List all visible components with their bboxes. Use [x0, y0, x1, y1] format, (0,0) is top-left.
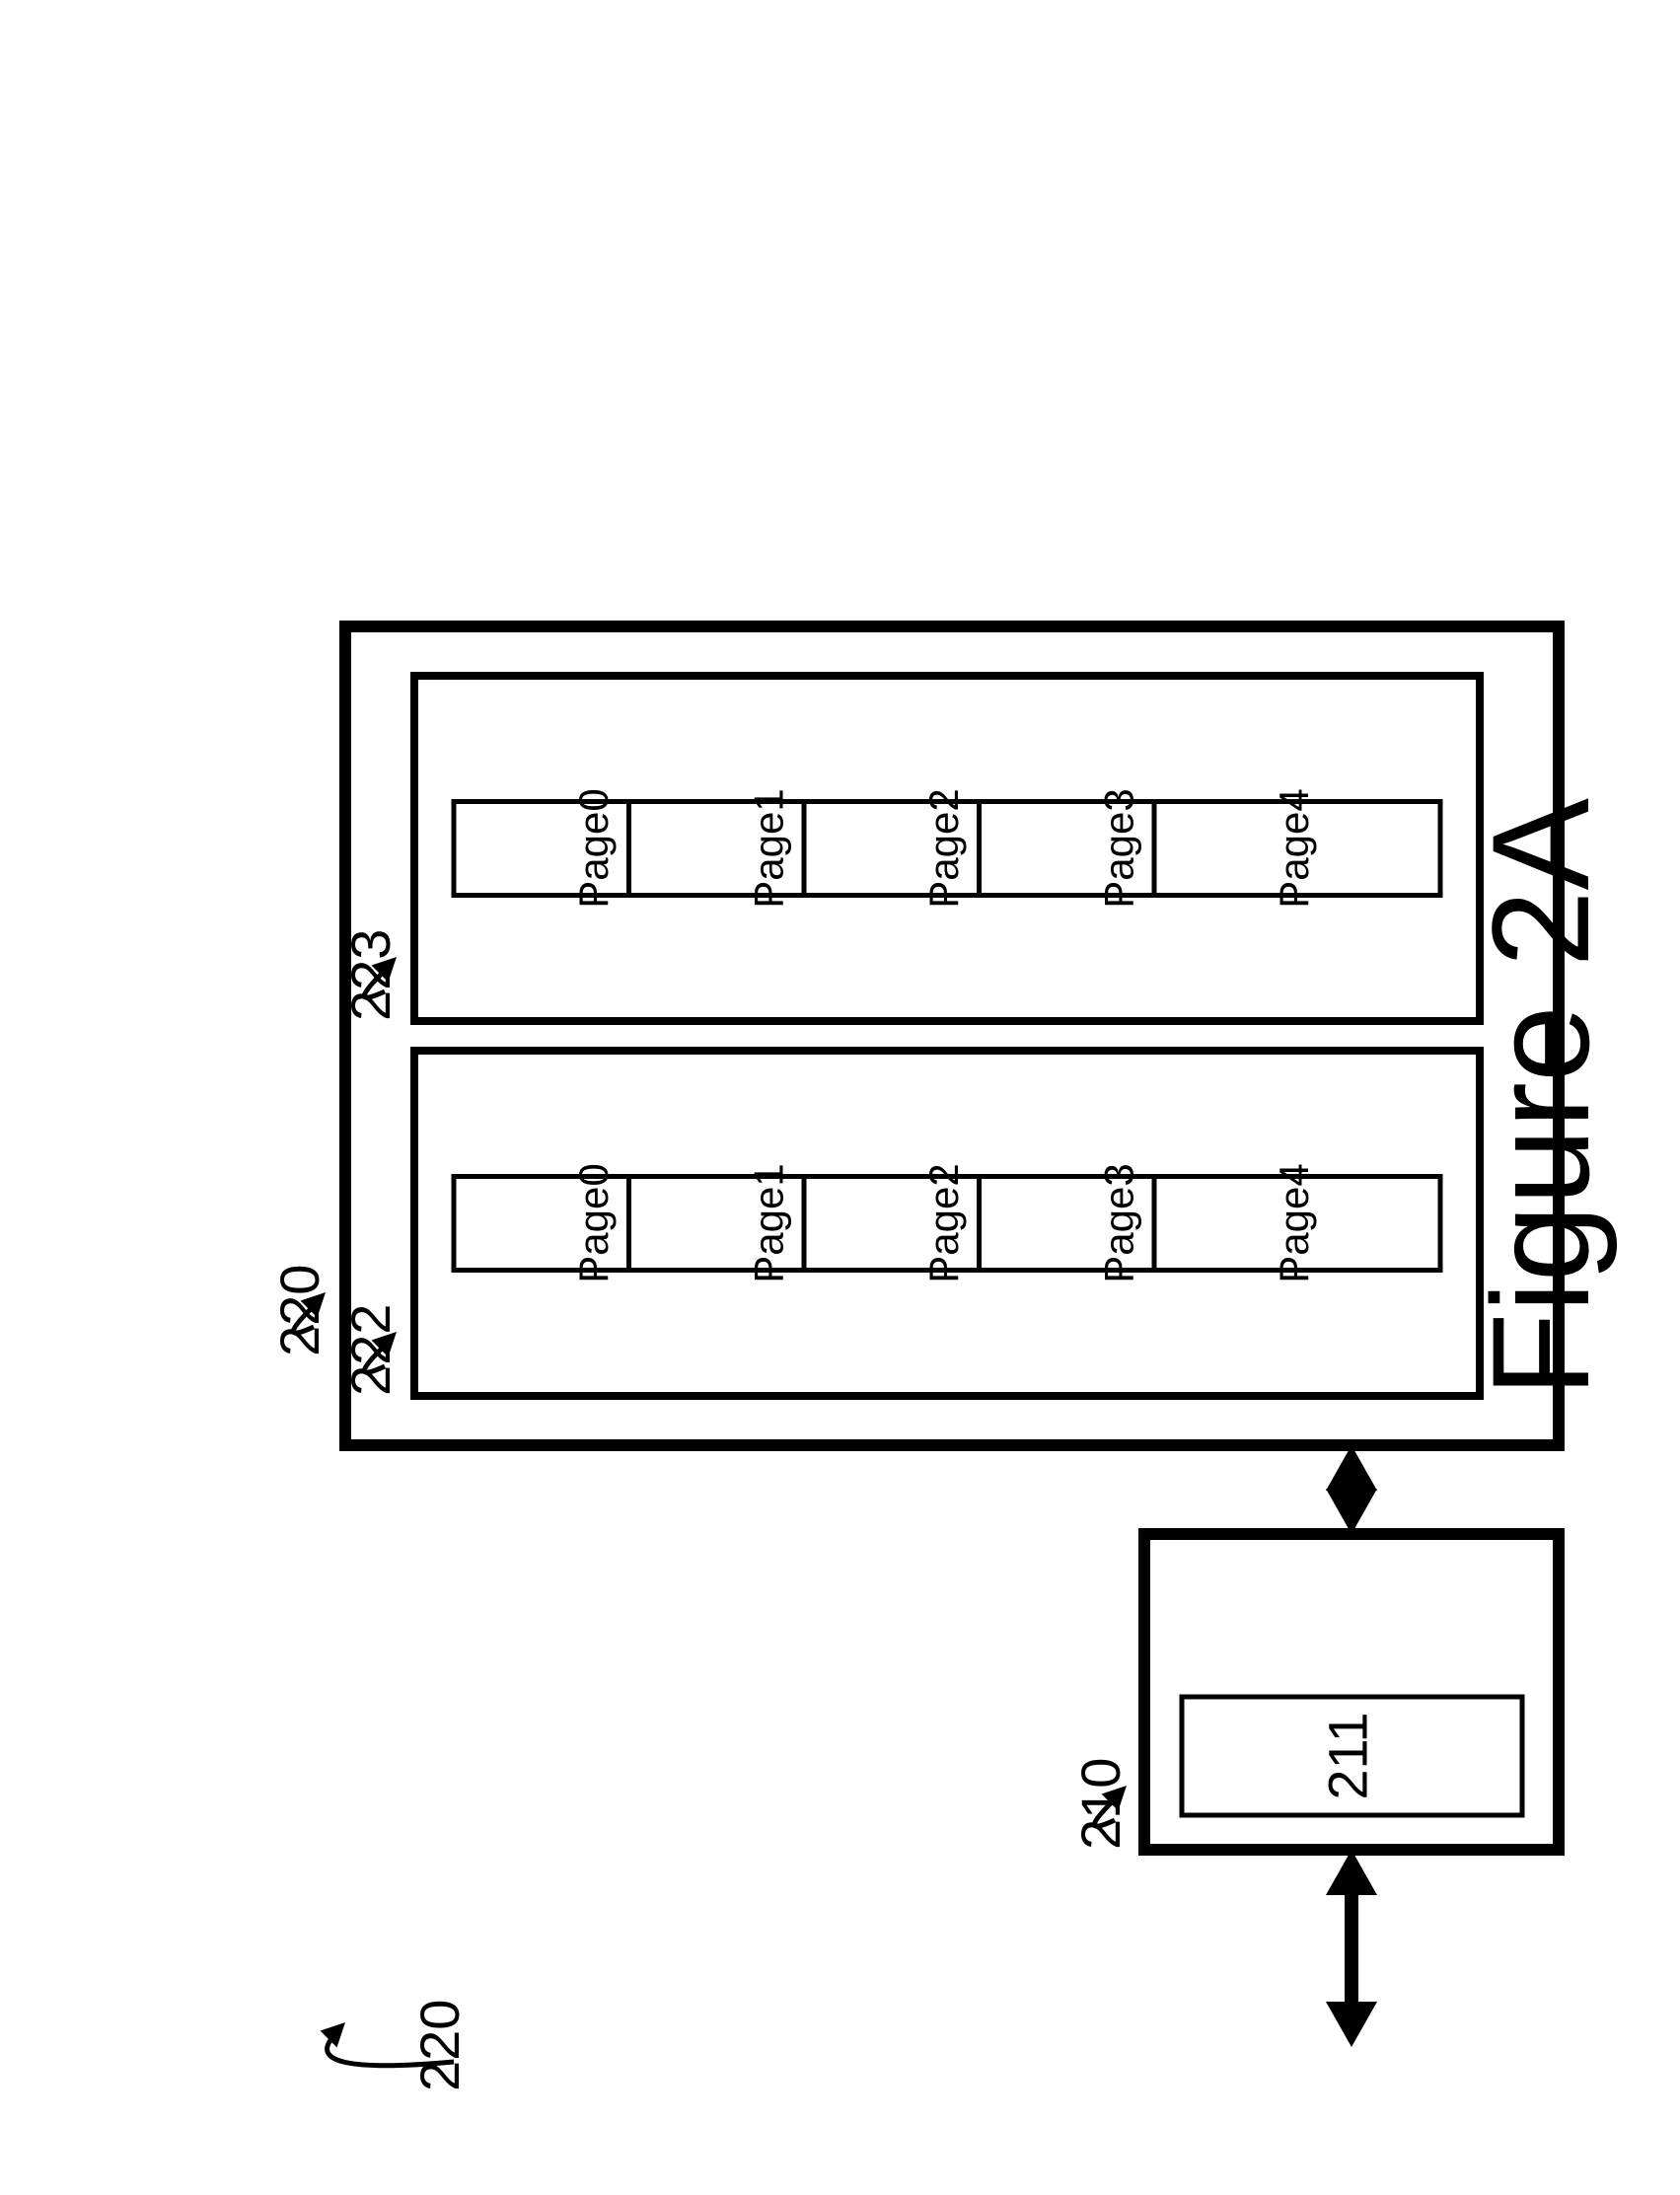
block-b-page-label-4: Page4	[1271, 788, 1317, 908]
block-a-page-label-1: Page1	[746, 1163, 792, 1282]
block-a-page-label-3: Page3	[1096, 1163, 1142, 1282]
ref-222: 222	[339, 1304, 402, 1396]
ref-211: 211	[1316, 1712, 1378, 1799]
block-b-page-label-0: Page0	[570, 788, 617, 908]
block-b-page-label-2: Page2	[920, 788, 967, 908]
ref-210: 210	[1069, 1758, 1132, 1850]
diagram-canvas: 220211210220222223Page0Page1Page2Page3Pa…	[0, 0, 1680, 2195]
block-b-page-label-3: Page3	[1096, 788, 1142, 908]
block-b-page-label-1: Page1	[746, 788, 792, 908]
ref-223: 223	[339, 929, 402, 1021]
figure-label: Figure 2A	[1463, 797, 1618, 1397]
ref-220-memory: 220	[268, 1265, 330, 1356]
block-a-page-label-0: Page0	[570, 1163, 617, 1282]
ref-outer-220: 220	[408, 2000, 471, 2091]
block-a-page-label-4: Page4	[1271, 1163, 1317, 1282]
block-a-page-label-2: Page2	[920, 1163, 967, 1282]
